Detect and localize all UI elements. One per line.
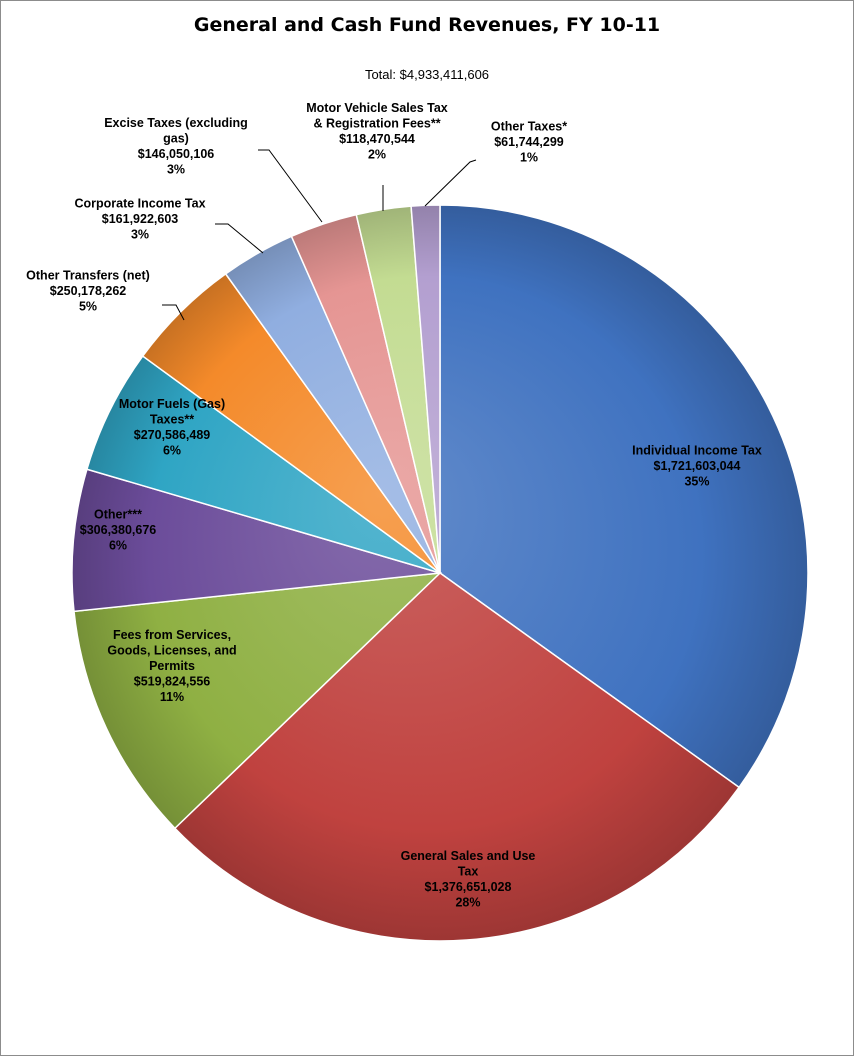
slice-label-line: 2% [368, 147, 386, 161]
slice-label-line: 35% [684, 475, 709, 489]
slice-label-line: 5% [79, 300, 97, 314]
slice-label: General Sales and Use Tax $1,376,651,028 28… [401, 849, 536, 910]
slice-label-line: $250,178,262 [50, 284, 127, 298]
slice-label: Individual Income Tax $1,721,603,044 35% [632, 444, 762, 489]
slice-label-line: Taxes** [150, 412, 194, 426]
slice-label-line: Corporate Income Tax [74, 197, 205, 211]
slice-label-line: $146,050,106 [138, 147, 215, 161]
slice-label-line: $519,824,556 [134, 675, 211, 689]
chart-title: General and Cash Fund Revenues, FY 10-11 [193, 14, 661, 36]
chart-subtitle: Total: $4,933,411,606 [364, 67, 490, 82]
slice-label: Motor Fuels (Gas) Taxes** $270,586,489 6% [119, 397, 225, 458]
slice-label-line: $161,922,603 [102, 212, 179, 226]
slice-label-line: gas) [163, 131, 189, 145]
slice-label: Other Taxes* $61,744,299 1% [491, 120, 567, 165]
leader-line [424, 159, 477, 207]
pie-slice [439, 204, 809, 789]
slice-label-line: $1,376,651,028 [425, 880, 512, 894]
slice-label: Motor Vehicle Sales Tax & Registration Fe… [306, 101, 448, 162]
slice-label-line: 6% [163, 443, 181, 457]
slice-label-line: Other Taxes* [491, 120, 567, 134]
slice-label-line: $118,470,544 [339, 132, 415, 146]
pie-slice [173, 572, 741, 942]
slice-label-line: Permits [149, 659, 195, 673]
slice-label-line: Excise Taxes (excluding [104, 116, 248, 130]
slice-label-line: Goods, Licenses, and [107, 644, 236, 658]
slice-label-line: 1% [520, 151, 538, 165]
slice-label: Other*** $306,380,676 6% [80, 508, 157, 553]
slice-label-line: Motor Fuels (Gas) [119, 397, 225, 411]
slice-label: Fees from Services, Goods, Licenses, and P… [107, 628, 236, 704]
slice-label: Other Transfers (net) $250,178,262 5% [26, 269, 150, 314]
leader-line [258, 149, 323, 223]
slice-label-line: 3% [167, 162, 185, 176]
slice-label-line: Other Transfers (net) [26, 269, 150, 283]
slice-label-line: 3% [131, 228, 149, 242]
slice-label-line: Fees from Services, [113, 628, 231, 642]
slice-label-line: $61,744,299 [494, 135, 564, 149]
pie-slice [71, 468, 441, 613]
slice-label-line: Individual Income Tax [632, 444, 762, 458]
slice-label-line: 6% [109, 539, 127, 553]
slice-label-line: & Registration Fees** [313, 116, 440, 130]
pie-slice [73, 572, 443, 830]
slice-label-line: 11% [160, 690, 184, 704]
leader-line [215, 223, 264, 254]
slice-label-line: Motor Vehicle Sales Tax [306, 101, 448, 115]
slice-label-line: $1,721,603,044 [654, 459, 741, 473]
slice-label-line: Other*** [94, 508, 142, 522]
slice-label-line: $306,380,676 [80, 523, 157, 537]
slice-label-line: Tax [458, 864, 479, 878]
slice-label-line: General Sales and Use [401, 849, 536, 863]
slice-label-line: 28% [455, 895, 480, 909]
leader-line [162, 304, 185, 321]
slice-label-line: $270,586,489 [134, 428, 211, 442]
slice-label: Corporate Income Tax $161,922,603 3% [74, 197, 205, 242]
slice-label: Excise Taxes (excluding gas) $146,050,106 3… [104, 116, 248, 177]
